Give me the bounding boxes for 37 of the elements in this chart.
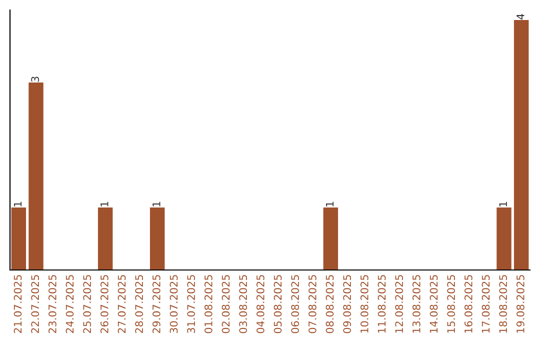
x-tick-label: 07.08.2025 (308, 275, 316, 334)
x-tick-label: 03.08.2025 (239, 275, 248, 334)
x-tick-label: 08.08.2025 (326, 275, 334, 334)
x-tick-label: 28.07.2025 (135, 275, 144, 334)
x-tick-label: 13.08.2025 (412, 275, 420, 333)
x-tick-label: 21.07.2025 (14, 275, 22, 334)
x-tick-label: 29.07.2025 (152, 275, 160, 334)
data-label: 1 (499, 202, 507, 206)
x-tick-label: 16.08.2025 (464, 275, 472, 333)
x-tick-label: 23.07.2025 (48, 275, 56, 334)
x-tick-label: 22.07.2025 (31, 275, 40, 334)
data-label: 1 (14, 202, 22, 206)
x-tick-label: 27.07.2025 (118, 275, 126, 334)
x-tick-label: 30.07.2025 (170, 275, 178, 334)
data-label: 1 (100, 202, 108, 206)
x-tick-label: 02.08.2025 (222, 275, 230, 334)
x-tick-label: 14.08.2025 (430, 275, 438, 333)
x-tick-label: 15.08.2025 (447, 275, 456, 333)
data-label: 1 (326, 202, 334, 206)
x-tick-label: 25.07.2025 (83, 275, 92, 334)
data-label: 3 (31, 76, 40, 82)
x-tick-label: 31.07.2025 (187, 275, 196, 334)
x-tick-label: 11.08.2025 (378, 275, 386, 333)
x-tick-label: 12.08.2025 (395, 275, 404, 333)
x-tick-label: 19.08.2025 (516, 275, 524, 333)
x-tick-label: 06.08.2025 (291, 275, 300, 334)
x-tick-label: 10.08.2025 (360, 275, 368, 333)
x-tick-label: 26.07.2025 (100, 275, 108, 334)
x-tick-label: 01.08.2025 (204, 275, 212, 334)
x-tick-label: 17.08.2025 (482, 275, 490, 333)
data-label: 1 (152, 202, 160, 206)
x-tick-label: 18.08.2025 (499, 275, 508, 333)
x-tick-label: 04.08.2025 (256, 275, 264, 334)
x-tick-label: 05.08.2025 (274, 275, 282, 334)
data-label: 4 (516, 14, 524, 20)
x-tick-label: 09.08.2025 (343, 275, 352, 334)
x-tick-label: 24.07.2025 (66, 275, 74, 334)
